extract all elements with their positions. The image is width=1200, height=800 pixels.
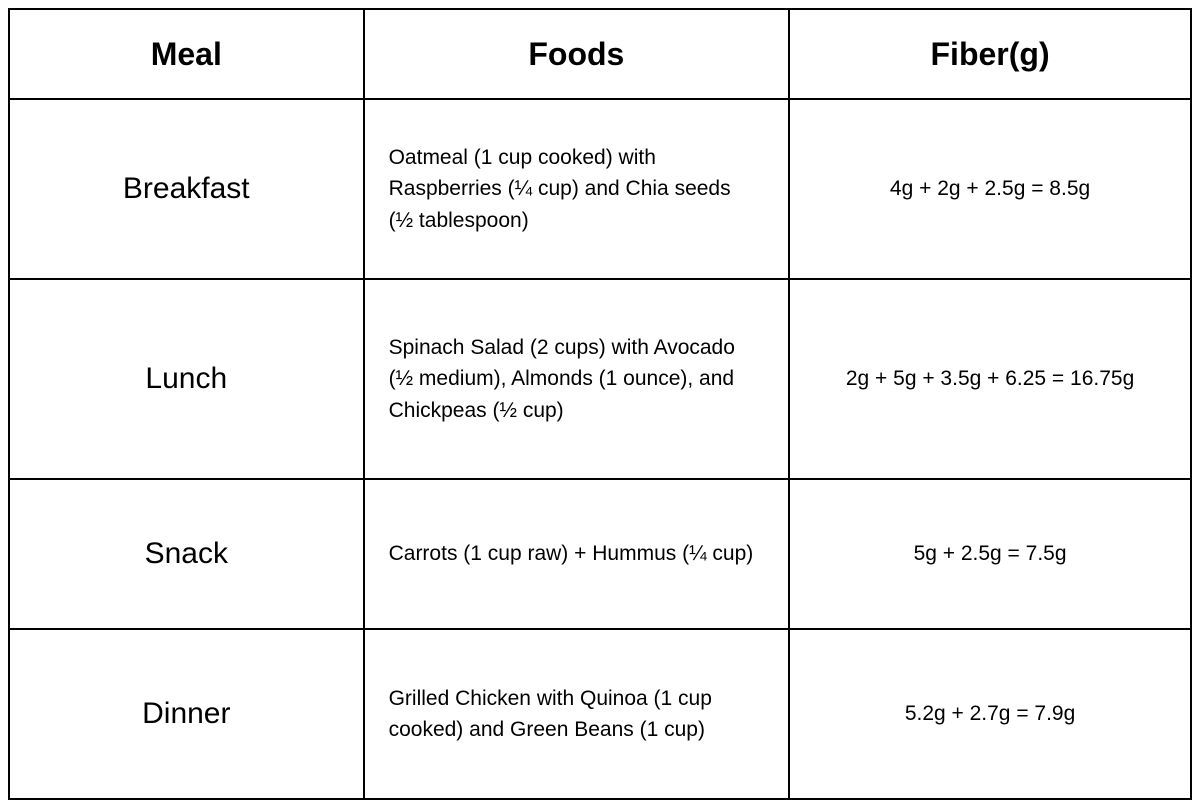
foods-cell: Grilled Chicken with Quinoa (1 cup cooke… [364,629,790,799]
meal-cell: Dinner [9,629,364,799]
table-row: Snack Carrots (1 cup raw) + Hummus (¼ cu… [9,479,1191,629]
table-row: Dinner Grilled Chicken with Quinoa (1 cu… [9,629,1191,799]
column-header-meal: Meal [9,9,364,99]
table-header-row: Meal Foods Fiber(g) [9,9,1191,99]
column-header-foods: Foods [364,9,790,99]
meal-cell: Lunch [9,279,364,479]
foods-cell: Carrots (1 cup raw) + Hummus (¼ cup) [364,479,790,629]
meal-cell: Breakfast [9,99,364,279]
table-row: Lunch Spinach Salad (2 cups) with Avocad… [9,279,1191,479]
meal-cell: Snack [9,479,364,629]
foods-cell: Oatmeal (1 cup cooked) with Raspberries … [364,99,790,279]
fiber-cell: 5g + 2.5g = 7.5g [789,479,1191,629]
fiber-cell: 5.2g + 2.7g = 7.9g [789,629,1191,799]
table-row: Breakfast Oatmeal (1 cup cooked) with Ra… [9,99,1191,279]
fiber-meal-table: Meal Foods Fiber(g) Breakfast Oatmeal (1… [8,8,1192,800]
foods-cell: Spinach Salad (2 cups) with Avocado (½ m… [364,279,790,479]
fiber-cell: 4g + 2g + 2.5g = 8.5g [789,99,1191,279]
fiber-cell: 2g + 5g + 3.5g + 6.25 = 16.75g [789,279,1191,479]
column-header-fiber: Fiber(g) [789,9,1191,99]
